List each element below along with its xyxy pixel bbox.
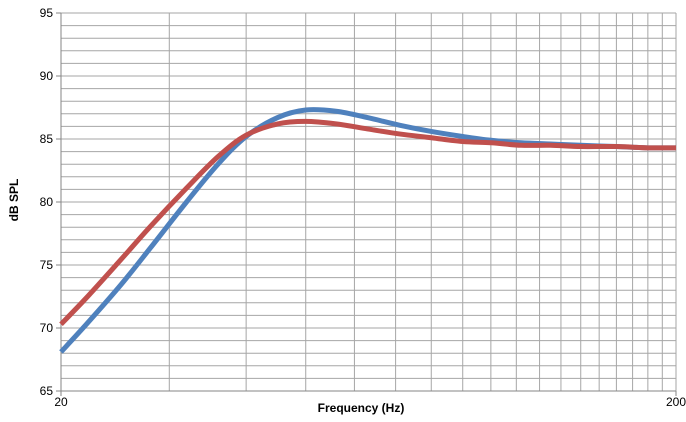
y-tick-label: 90 (40, 69, 54, 83)
x-tick-label: 20 (54, 395, 68, 409)
y-tick-label: 75 (40, 258, 54, 272)
y-tick-label: 80 (40, 195, 54, 209)
y-tick-label: 95 (40, 6, 54, 20)
x-axis-label: Frequency (Hz) (318, 401, 405, 415)
y-tick-label: 85 (40, 132, 54, 146)
y-axis-label: dB SPL (7, 179, 21, 222)
x-tick-label: 200 (666, 395, 686, 409)
y-tick-label: 70 (40, 321, 54, 335)
y-tick-label: 65 (40, 384, 54, 398)
